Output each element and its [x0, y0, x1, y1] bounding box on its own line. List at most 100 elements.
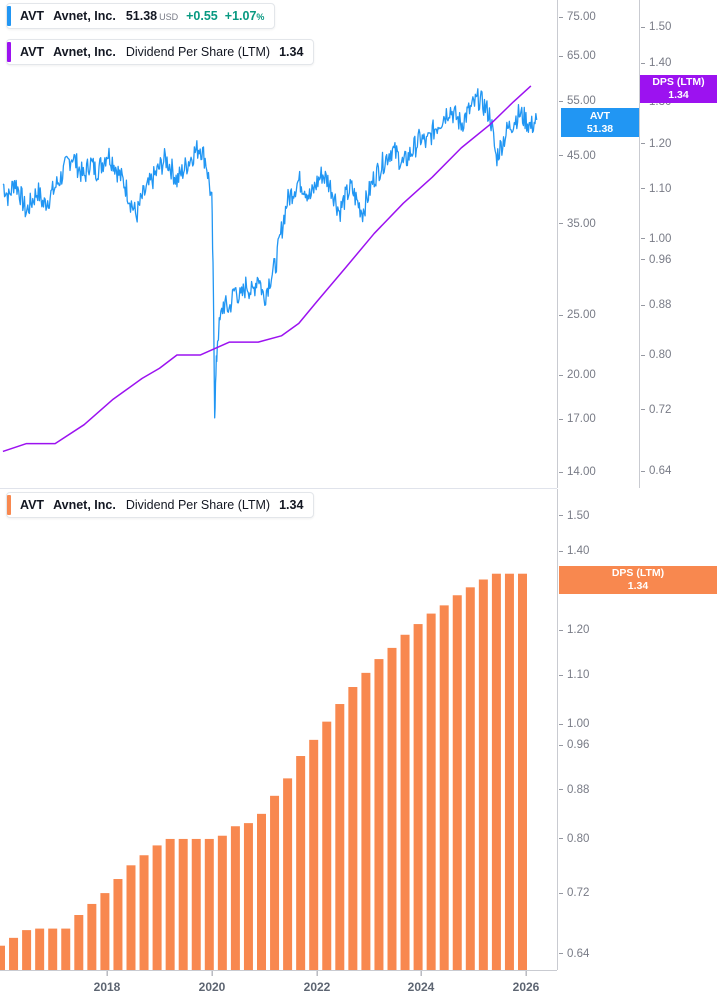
time-axis[interactable]: 20182020202220242026 [0, 970, 557, 1005]
axis-tick: 1.50 [640, 20, 671, 34]
axis-tick: 55.00 [558, 94, 596, 108]
dps-bar[interactable] [231, 826, 240, 970]
dps-bar[interactable] [505, 574, 514, 970]
dps-bar[interactable] [48, 929, 57, 970]
dps-badge: DPS (LTM) 1.34 [559, 566, 717, 594]
axis-tick: 25.00 [558, 308, 596, 322]
axis-tick-label: 55.00 [567, 95, 596, 107]
legend-dps-overlay[interactable]: AVT Avnet, Inc. Dividend Per Share (LTM)… [6, 39, 314, 65]
axis-tick-label: 1.00 [567, 718, 589, 730]
dps-bar[interactable] [479, 580, 488, 971]
dps-badge-value: 1.34 [559, 580, 717, 593]
dps-bar[interactable] [283, 778, 292, 970]
axis-tick: 1.50 [558, 509, 589, 523]
dps-bar[interactable] [74, 915, 83, 970]
axis-tick-label: 0.80 [649, 349, 671, 361]
axis-tick: 0.88 [640, 298, 671, 312]
dps-bar[interactable] [113, 879, 122, 970]
dps-overlay-badge-value: 1.34 [640, 89, 717, 102]
dps-overlay-line [3, 86, 531, 452]
axis-tick: 1.00 [558, 717, 589, 731]
dps-bar[interactable] [87, 904, 96, 970]
dps-bar[interactable] [322, 722, 331, 970]
price-series-svg [0, 0, 557, 488]
dps-bar[interactable] [440, 605, 449, 970]
dps-bar[interactable] [453, 595, 462, 970]
price-plot-area[interactable] [0, 0, 557, 488]
time-axis-tick-label: 2020 [199, 980, 226, 994]
axis-tick-label: 0.64 [567, 948, 589, 960]
dps-bar[interactable] [257, 814, 266, 970]
axis-tick: 0.80 [640, 348, 671, 362]
dps-bar[interactable] [166, 839, 175, 970]
dps-bar[interactable] [205, 839, 214, 970]
legend-company: Avnet, Inc. [53, 498, 116, 512]
legend-company: Avnet, Inc. [53, 45, 116, 59]
dps-bar[interactable] [374, 659, 383, 970]
legend-metric-name: Dividend Per Share (LTM) [126, 498, 270, 512]
dps-bar[interactable] [9, 938, 18, 970]
dps-bar[interactable] [427, 614, 436, 970]
dps-bar[interactable] [518, 574, 527, 970]
dps-bar[interactable] [140, 855, 149, 970]
dps-bar[interactable] [35, 929, 44, 970]
dps-bar[interactable] [244, 823, 253, 970]
dps-bar[interactable] [335, 704, 344, 970]
dps-bars-svg [0, 489, 557, 970]
time-axis-tick-label: 2026 [513, 980, 540, 994]
axis-tick-label: 1.20 [567, 624, 589, 636]
axis-tick-mark [559, 893, 563, 894]
dps-bar[interactable] [388, 648, 397, 970]
dps-axis[interactable]: 1.501.401.301.201.101.000.960.880.800.72… [557, 489, 717, 970]
dps-bar[interactable] [153, 845, 162, 970]
time-axis-tick: 2026 [513, 971, 540, 994]
axis-tick-mark [559, 551, 563, 552]
dps-bar[interactable] [401, 635, 410, 970]
dps-bar[interactable] [179, 839, 188, 970]
axis-tick: 35.00 [558, 217, 596, 231]
time-axis-tick-label: 2024 [408, 980, 435, 994]
axis-tick-mark [641, 188, 645, 189]
time-axis-tick: 2018 [94, 971, 121, 994]
dps-bar[interactable] [192, 839, 201, 970]
axis-tick-mark [641, 238, 645, 239]
axis-tick: 20.00 [558, 368, 596, 382]
axis-tick-label: 0.72 [567, 887, 589, 899]
axis-tick-mark [559, 745, 563, 746]
dps-bar[interactable] [0, 946, 5, 970]
dps-plot-area[interactable] [0, 489, 557, 970]
dps-bar[interactable] [309, 740, 318, 970]
dps-bar[interactable] [414, 624, 423, 970]
axis-tick-label: 25.00 [567, 309, 596, 321]
dps-bar[interactable] [466, 587, 475, 970]
dps-bar[interactable] [127, 865, 136, 970]
dps-bar[interactable] [296, 756, 305, 970]
dps-bar[interactable] [22, 930, 31, 970]
legend-metric-value: 1.34 [279, 45, 303, 59]
dps-bar[interactable] [100, 893, 109, 970]
dps-bar[interactable] [270, 796, 279, 970]
axis-tick-mark [641, 471, 645, 472]
price-axis[interactable]: 75.0065.0055.0045.0035.0025.0020.0017.00… [557, 0, 639, 488]
legend-price[interactable]: AVT Avnet, Inc. 51.38 USD +0.55 +1.07% [6, 3, 275, 29]
legend-change-pct: +1.07 [225, 9, 257, 23]
axis-tick-mark [559, 789, 563, 790]
dps-overlay-axis[interactable]: 1.501.401.301.201.101.000.960.880.800.72… [639, 0, 717, 488]
legend-color-swatch [7, 495, 11, 515]
legend-percent-symbol: % [256, 12, 264, 22]
legend-dps-bars[interactable]: AVT Avnet, Inc. Dividend Per Share (LTM)… [6, 492, 314, 518]
dps-bar[interactable] [218, 836, 227, 970]
axis-tick: 1.40 [558, 544, 589, 558]
legend-ticker: AVT [20, 45, 44, 59]
axis-tick: 1.20 [640, 137, 671, 151]
dps-bar[interactable] [361, 673, 370, 970]
dps-overlay-badge: DPS (LTM) 1.34 [640, 75, 717, 103]
axis-tick: 75.00 [558, 10, 596, 24]
dps-bar[interactable] [492, 574, 501, 970]
axis-tick: 17.00 [558, 412, 596, 426]
axis-tick-mark [641, 143, 645, 144]
axis-tick-mark [641, 259, 645, 260]
axis-tick-mark [641, 27, 645, 28]
dps-bar[interactable] [61, 929, 70, 970]
dps-bar[interactable] [348, 687, 357, 970]
